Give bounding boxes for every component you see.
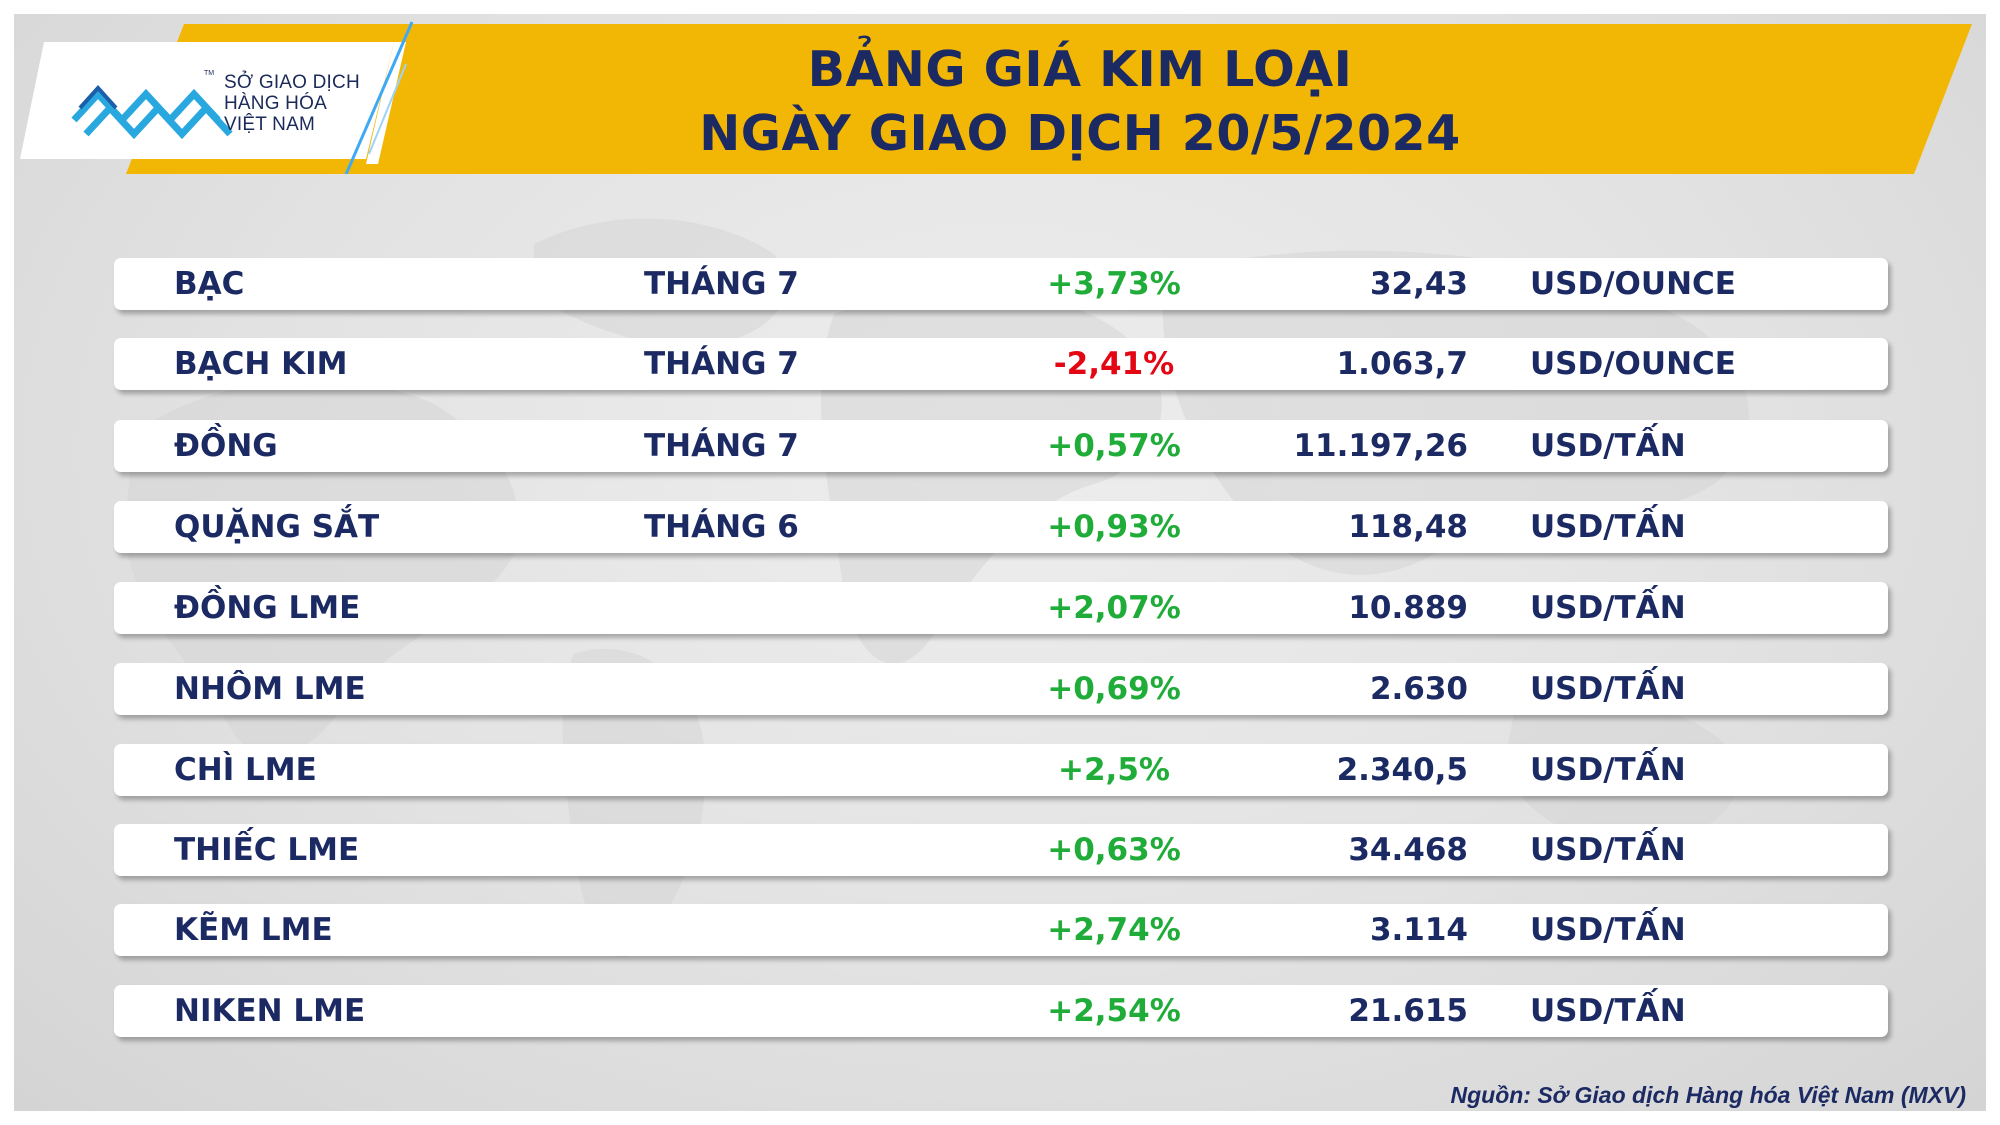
world-map-background — [124, 218, 1749, 958]
price-value: 3.114 — [1369, 912, 1468, 948]
table-row: QUẶNG SẮT THÁNG 6 +0,93% 118,48 USD/TẤN — [114, 501, 1888, 553]
metal-name: ĐỒNG — [174, 428, 278, 464]
price-unit: USD/TẤN — [1530, 912, 1686, 948]
mxv-logo-icon — [71, 85, 233, 140]
price-value: 2.630 — [1369, 671, 1468, 707]
price-value: 34.468 — [1348, 832, 1468, 868]
trademark-mark: TM — [204, 70, 215, 77]
metal-name: KẼM LME — [174, 912, 333, 948]
metal-name: QUẶNG SẮT — [174, 509, 380, 545]
logo-text: SỞ GIAO DỊCH HÀNG HÓA VIỆT NAM — [224, 72, 360, 135]
price-change: +2,07% — [1047, 590, 1181, 626]
price-change: +0,63% — [1047, 832, 1181, 868]
source-note: Nguồn: Sở Giao dịch Hàng hóa Việt Nam (M… — [1450, 1082, 1966, 1108]
price-value: 2.340,5 — [1336, 752, 1468, 788]
price-value: 10.889 — [1348, 590, 1468, 626]
price-unit: USD/TẤN — [1530, 590, 1686, 626]
metal-name: NIKEN LME — [174, 993, 366, 1029]
metal-name: THIẾC LME — [174, 832, 360, 868]
metal-name: CHÌ LME — [174, 752, 317, 788]
price-value: 118,48 — [1348, 509, 1468, 545]
price-change: -2,41% — [1053, 346, 1175, 382]
table-row: NHÔM LME +0,69% 2.630 USD/TẤN — [114, 663, 1888, 715]
contract-month: THÁNG 7 — [644, 428, 799, 464]
price-unit: USD/TẤN — [1530, 428, 1686, 464]
price-change: +3,73% — [1047, 266, 1181, 302]
logo-white-panel — [20, 42, 394, 159]
contract-month: THÁNG 7 — [644, 266, 799, 302]
table-row: ĐỒNG LME +2,07% 10.889 USD/TẤN — [114, 582, 1888, 634]
price-value: 11.197,26 — [1293, 428, 1468, 464]
table-row: THIẾC LME +0,63% 34.468 USD/TẤN — [114, 824, 1888, 876]
price-value: 21.615 — [1348, 993, 1468, 1029]
metal-name: ĐỒNG LME — [174, 590, 361, 626]
price-unit: USD/TẤN — [1530, 993, 1686, 1029]
page-title: BẢNG GIÁ KIM LOẠI NGÀY GIAO DỊCH 20/5/20… — [630, 38, 1530, 166]
table-row: BẠC THÁNG 7 +3,73% 32,43 USD/OUNCE — [114, 258, 1888, 310]
title-line-1: BẢNG GIÁ KIM LOẠI — [807, 41, 1353, 98]
price-change: +0,69% — [1047, 671, 1181, 707]
price-value: 1.063,7 — [1336, 346, 1468, 382]
table-row: KẼM LME +2,74% 3.114 USD/TẤN — [114, 904, 1888, 956]
table-row: CHÌ LME +2,5% 2.340,5 USD/TẤN — [114, 744, 1888, 796]
price-unit: USD/TẤN — [1530, 752, 1686, 788]
metal-name: BẠCH KIM — [174, 346, 348, 382]
price-change: +2,5% — [1058, 752, 1170, 788]
header-banner — [20, 21, 1972, 174]
price-unit: USD/TẤN — [1530, 509, 1686, 545]
logo-line-2: HÀNG HÓA — [224, 93, 327, 114]
metal-name: BẠC — [174, 266, 245, 302]
price-change: +2,54% — [1047, 993, 1181, 1029]
table-row: BẠCH KIM THÁNG 7 -2,41% 1.063,7 USD/OUNC… — [114, 338, 1888, 390]
price-change: +0,93% — [1047, 509, 1181, 545]
banner-accent-line — [344, 21, 414, 174]
logo-line-3: VIỆT NAM — [224, 114, 315, 135]
title-line-2: NGÀY GIAO DỊCH 20/5/2024 — [699, 105, 1461, 162]
metal-name: NHÔM LME — [174, 671, 366, 707]
price-change: +0,57% — [1047, 428, 1181, 464]
price-unit: USD/OUNCE — [1530, 266, 1736, 302]
price-unit: USD/OUNCE — [1530, 346, 1736, 382]
price-unit: USD/TẤN — [1530, 671, 1686, 707]
price-value: 32,43 — [1369, 266, 1468, 302]
table-row: ĐỒNG THÁNG 7 +0,57% 11.197,26 USD/TẤN — [114, 420, 1888, 472]
table-row: NIKEN LME +2,54% 21.615 USD/TẤN — [114, 985, 1888, 1037]
logo-line-1: SỞ GIAO DỊCH — [224, 72, 360, 93]
banner-yellow-band — [126, 24, 1972, 174]
contract-month: THÁNG 7 — [644, 346, 799, 382]
price-change: +2,74% — [1047, 912, 1181, 948]
price-unit: USD/TẤN — [1530, 832, 1686, 868]
contract-month: THÁNG 6 — [644, 509, 799, 545]
